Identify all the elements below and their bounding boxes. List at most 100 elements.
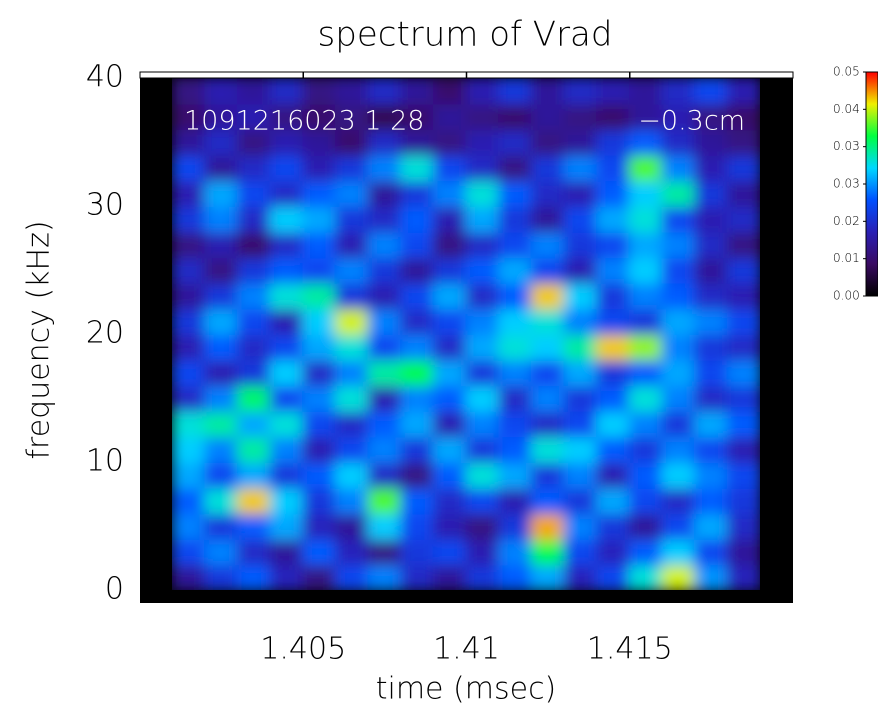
colorbar-tick-label: 0.02 xyxy=(833,214,860,228)
heatmap-cell xyxy=(204,333,239,361)
heatmap-cell xyxy=(269,256,305,284)
heatmap-cell xyxy=(661,563,697,590)
heatmap-cell xyxy=(563,333,599,361)
heatmap-cell xyxy=(465,256,501,284)
heatmap-cell xyxy=(596,537,631,566)
heatmap-cell xyxy=(596,409,631,438)
heatmap-cell xyxy=(172,537,207,566)
heatmap-cell xyxy=(661,409,697,438)
heatmap-cell xyxy=(204,205,239,233)
heatmap-cell xyxy=(726,333,760,361)
heatmap-cell xyxy=(432,486,468,515)
heatmap-cell xyxy=(628,78,664,105)
heatmap-cell xyxy=(498,128,533,156)
heatmap-cell xyxy=(465,563,501,590)
heatmap-cell xyxy=(172,307,207,335)
heatmap-cell xyxy=(596,179,631,207)
heatmap-cell xyxy=(465,384,501,412)
heatmap-cell xyxy=(465,102,501,131)
heatmap-cell xyxy=(563,358,599,387)
heatmap-cell xyxy=(432,409,468,438)
heatmap-cell xyxy=(432,179,468,207)
heatmap-cell xyxy=(432,230,468,259)
heatmap-cell xyxy=(302,435,337,463)
heatmap-cell xyxy=(726,205,760,233)
heatmap-cell xyxy=(726,153,760,182)
heatmap-cell xyxy=(596,461,631,489)
heatmap-cell xyxy=(530,435,566,463)
heatmap-cell xyxy=(563,230,599,259)
heatmap-cell xyxy=(400,333,435,361)
heatmap-cell xyxy=(726,512,760,540)
x-tick-label: 1.405 xyxy=(260,632,346,667)
heatmap-cell xyxy=(726,179,760,207)
heatmap-cell xyxy=(596,384,631,412)
heatmap-cell xyxy=(302,205,337,233)
heatmap-cell xyxy=(726,256,760,284)
heatmap-cell xyxy=(661,512,697,540)
heatmap-cell xyxy=(334,435,370,463)
heatmap-cell xyxy=(367,78,403,105)
heatmap-cell xyxy=(726,384,760,412)
heatmap-cell xyxy=(302,512,337,540)
heatmap-cell xyxy=(269,461,305,489)
heatmap-cell xyxy=(204,358,239,387)
heatmap-cell xyxy=(204,435,239,463)
heatmap-cell xyxy=(367,486,403,515)
heatmap-cell xyxy=(694,128,729,156)
heatmap-cell xyxy=(661,281,697,310)
y-tick-label: 0 xyxy=(105,572,124,607)
heatmap-cell xyxy=(726,230,760,259)
heatmap-cell xyxy=(498,333,533,361)
heatmap-cell xyxy=(465,512,501,540)
heatmap-cell xyxy=(204,153,239,182)
heatmap-cell xyxy=(530,205,566,233)
heatmap-cell xyxy=(302,281,337,310)
heatmap-cell xyxy=(726,486,760,515)
heatmap-cell xyxy=(432,205,468,233)
y-tick-label: 30 xyxy=(86,188,124,223)
heatmap-cell xyxy=(367,230,403,259)
heatmap-cell xyxy=(236,128,272,156)
heatmap-cell xyxy=(465,358,501,387)
heatmap-cell xyxy=(269,179,305,207)
heatmap-cell xyxy=(694,205,729,233)
annotation: −0.3cm xyxy=(638,106,745,137)
heatmap-cell xyxy=(172,384,207,412)
heatmap-cell xyxy=(465,78,501,105)
heatmap-cell xyxy=(498,307,533,335)
heatmap-cell xyxy=(530,409,566,438)
heatmap-cell xyxy=(204,537,239,566)
heatmap-cell xyxy=(432,512,468,540)
heatmap-cell xyxy=(726,358,760,387)
heatmap-cell xyxy=(236,205,272,233)
heatmap-cell xyxy=(661,102,697,131)
heatmap-cell xyxy=(367,256,403,284)
heatmap-cell xyxy=(236,256,272,284)
heatmap-cell xyxy=(204,256,239,284)
heatmap-cell xyxy=(400,409,435,438)
heatmap-cell xyxy=(367,153,403,182)
heatmap-cell xyxy=(628,205,664,233)
heatmap-cell xyxy=(334,205,370,233)
heatmap-cell xyxy=(236,435,272,463)
heatmap-cell xyxy=(334,512,370,540)
heatmap-cell xyxy=(269,307,305,335)
heatmap-cell xyxy=(400,486,435,515)
heatmap-cell xyxy=(204,563,239,590)
heatmap-cell xyxy=(530,307,566,335)
heatmap-cell xyxy=(661,128,697,156)
heatmap-cell xyxy=(726,78,760,105)
heatmap-cell xyxy=(726,128,760,156)
heatmap-cell xyxy=(628,333,664,361)
heatmap-cell xyxy=(596,128,631,156)
heatmap-cell xyxy=(302,78,337,105)
x-tick-label: 1.415 xyxy=(587,632,673,667)
heatmap-cell xyxy=(367,435,403,463)
heatmap-cell xyxy=(172,256,207,284)
heatmap-cell xyxy=(367,307,403,335)
y-tick-label: 20 xyxy=(86,316,124,351)
heatmap-cell xyxy=(334,281,370,310)
heatmap-cell xyxy=(661,256,697,284)
heatmap-cell xyxy=(432,256,468,284)
